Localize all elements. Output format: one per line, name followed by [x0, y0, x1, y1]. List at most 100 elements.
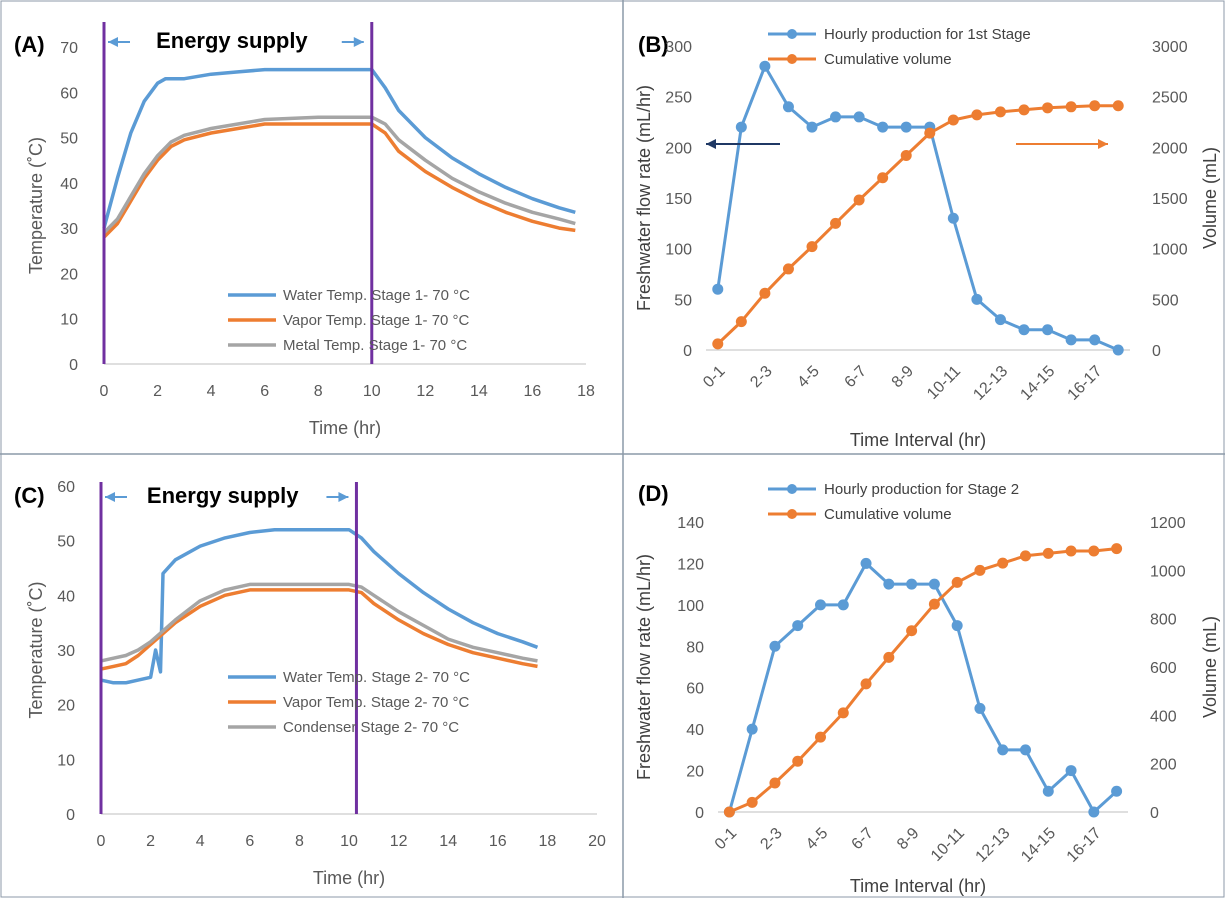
y2-tick-label: 600 [1150, 660, 1177, 677]
y-tick-label: 150 [665, 191, 692, 208]
series-2-point [712, 338, 724, 350]
y-tick-label: 0 [66, 807, 75, 824]
x-tick-label: 4-5 [803, 825, 831, 853]
y2-tick-label: 1500 [1152, 191, 1188, 208]
y-tick-label: 0 [683, 343, 692, 360]
y2-tick-label: 0 [1152, 343, 1161, 360]
energy-supply-arrow-right-head [353, 37, 364, 47]
legend-marker [787, 54, 797, 64]
series-2-point [974, 564, 986, 576]
x-tick-label: 0-1 [712, 825, 740, 853]
series-2-point [723, 806, 735, 818]
legend-label: Vapor Temp. Stage 1- 70 °C [283, 312, 470, 329]
series-1-point [1089, 334, 1101, 346]
series-2-point [735, 316, 747, 328]
series-2-point [906, 625, 918, 637]
x-tick-label: 12 [416, 383, 434, 400]
x-tick-label: 16 [489, 833, 507, 850]
x-tick-label: 2 [146, 833, 155, 850]
series-line-2 [102, 122, 576, 239]
left-axis-arrow-head [706, 139, 716, 149]
legend-marker [787, 29, 797, 39]
legend-marker [787, 509, 797, 519]
series-1-point [1065, 765, 1077, 777]
series-line-2 [716, 104, 1119, 345]
legend-label: Vapor Temp. Stage 2- 70 °C [283, 694, 470, 711]
y-tick-label: 60 [57, 479, 75, 496]
y2-tick-label: 800 [1150, 612, 1177, 629]
y-tick-label: 10 [60, 312, 78, 329]
series-2-point [951, 576, 963, 588]
legend-label: Condenser Stage 2- 70 °C [283, 719, 459, 736]
x-tick-label: 14 [439, 833, 457, 850]
y-tick-label: 100 [665, 242, 692, 259]
y-axis-title: Freshwater flow rate (mL/hr) [634, 554, 654, 780]
x-tick-label: 6-7 [842, 363, 870, 391]
series-1-point [877, 121, 889, 133]
series-2-point [1111, 543, 1123, 555]
series-line-3 [100, 582, 538, 663]
series-2-point [1042, 102, 1054, 114]
x-tick-label: 4 [207, 383, 216, 400]
x-tick-label: 0-1 [700, 363, 728, 391]
y-tick-label: 20 [57, 698, 75, 715]
x-tick-label: 6 [245, 833, 254, 850]
y-tick-label: 50 [60, 131, 78, 148]
y-tick-label: 100 [677, 598, 704, 615]
y-axis-title: Temperature (˚C) [26, 581, 46, 718]
series-1-point [806, 121, 818, 133]
series-2-point [1112, 100, 1124, 112]
y2-tick-label: 2000 [1152, 140, 1188, 157]
x-axis-title: Time (hr) [309, 418, 381, 438]
y-tick-label: 10 [57, 752, 75, 769]
x-tick-label: 0 [100, 383, 109, 400]
series-1-point [1065, 334, 1077, 346]
series-1-point [860, 557, 872, 569]
energy-supply-arrow-left-head [105, 492, 115, 502]
series-1-point [1042, 785, 1054, 797]
panel-label: (B) [638, 32, 669, 57]
series-2-point [928, 598, 940, 610]
y-tick-label: 40 [686, 722, 704, 739]
series-2-point [877, 172, 889, 184]
series-2-point [924, 127, 936, 139]
x-tick-label: 12 [390, 833, 408, 850]
series-2-point [782, 263, 794, 275]
x-tick-label: 0 [97, 833, 106, 850]
y2-tick-label: 1000 [1152, 242, 1188, 259]
series-1-point [712, 283, 724, 295]
x-tick-label: 2-3 [747, 363, 775, 391]
series-1-point [735, 121, 747, 133]
y-tick-label: 200 [665, 140, 692, 157]
y2-tick-label: 1200 [1150, 515, 1186, 532]
series-line-2 [728, 547, 1117, 814]
y2-tick-label: 1000 [1150, 563, 1186, 580]
x-tick-label: 8 [295, 833, 304, 850]
x-tick-label: 12-13 [970, 363, 1011, 404]
y-tick-label: 30 [60, 221, 78, 238]
series-1-point [951, 620, 963, 632]
x-tick-label: 6-7 [849, 825, 877, 853]
series-1-point [900, 121, 912, 133]
y2-tick-label: 400 [1150, 708, 1177, 725]
series-line-1 [100, 527, 539, 685]
series-2-point [900, 149, 912, 161]
legend-label: Water Temp. Stage 2- 70 °C [283, 669, 470, 686]
x-tick-label: 14-15 [1017, 363, 1058, 404]
y-tick-label: 40 [57, 588, 75, 605]
x-tick-label: 6 [260, 383, 269, 400]
x-tick-label: 10-11 [924, 363, 964, 403]
series-2-point [997, 557, 1009, 569]
x-tick-label: 8-9 [894, 825, 922, 853]
series-1-point [1111, 785, 1123, 797]
series-2-point [746, 796, 758, 808]
series-2-point [883, 651, 895, 663]
legend-label: Cumulative volume [824, 51, 952, 68]
x-tick-label: 10 [363, 383, 381, 400]
series-2-point [830, 217, 842, 229]
legend-label: Cumulative volume [824, 506, 952, 523]
series-1-point [906, 578, 918, 590]
y2-tick-label: 500 [1152, 292, 1179, 309]
x-tick-label: 14-15 [1018, 825, 1059, 866]
